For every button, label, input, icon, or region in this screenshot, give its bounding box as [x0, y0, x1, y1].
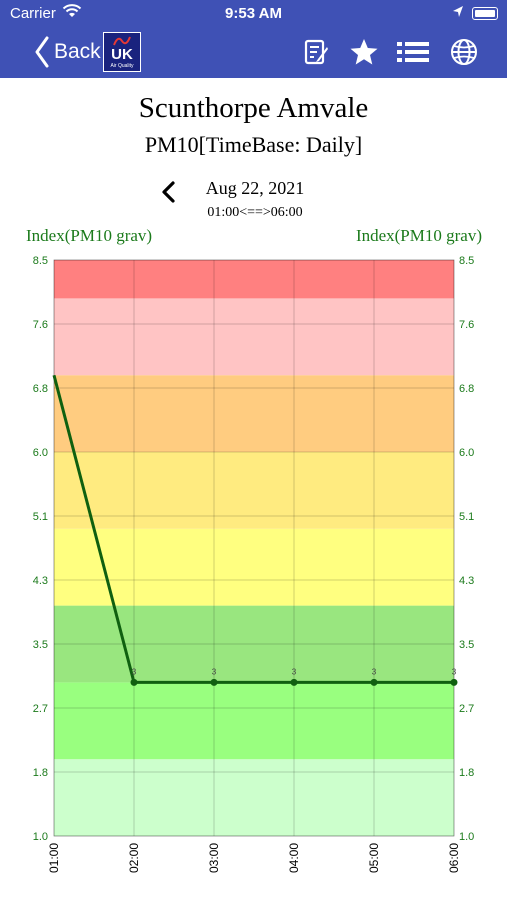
- station-title: Scunthorpe Amvale: [138, 92, 369, 124]
- data-point: [290, 678, 298, 686]
- y-tick-label-right: 4.3: [459, 575, 474, 587]
- y-tick-label-left: 1.8: [33, 767, 48, 779]
- data-point: [210, 678, 218, 686]
- logo-mark-icon: [113, 36, 131, 46]
- y-axis-label-left: Index(PM10 grav): [26, 226, 153, 245]
- band-5: [54, 375, 454, 452]
- y-axis-label-right: Index(PM10 grav): [355, 226, 482, 245]
- location-arrow-icon: [453, 6, 463, 17]
- x-tick-label: 05:00: [367, 843, 381, 873]
- back-button[interactable]: Back: [34, 34, 101, 70]
- data-point: [370, 678, 378, 686]
- wifi-icon: [62, 4, 82, 17]
- band-3: [54, 528, 454, 606]
- y-tick-label-right: 6.8: [459, 383, 474, 395]
- chevron-left-icon: [35, 36, 49, 68]
- y-tick-label-right: 1.8: [459, 767, 474, 779]
- series-line: [52, 374, 454, 684]
- globe-icon[interactable]: [449, 37, 479, 67]
- status-time: 9:53 AM: [225, 5, 282, 22]
- band-2: [54, 605, 454, 683]
- logo-text: UK: [111, 46, 133, 63]
- y-tick-label-left: 8.5: [33, 255, 48, 267]
- y-tick-label-left: 1.0: [33, 831, 48, 843]
- y-tick-label-right: 8.5: [459, 255, 474, 267]
- y-tick-label-left: 2.7: [33, 703, 48, 715]
- y-tick-label-right: 7.6: [459, 319, 474, 331]
- status-bar: Carrier 9:53 AM: [0, 0, 507, 28]
- edit-note-icon[interactable]: [301, 37, 331, 67]
- star-icon[interactable]: [349, 37, 379, 67]
- x-tick-label: 06:00: [447, 843, 461, 873]
- band-6: [54, 298, 454, 376]
- band-4: [54, 452, 454, 529]
- data-label: 3: [212, 667, 217, 676]
- y-tick-label-right: 3.5: [459, 639, 474, 651]
- data-label: 3: [452, 667, 457, 676]
- x-tick-label: 02:00: [127, 843, 141, 873]
- y-tick-label-right: 6.0: [459, 447, 474, 459]
- x-tick-label: 03:00: [207, 843, 221, 873]
- pollutant-subtitle: PM10[TimeBase: Daily]: [144, 132, 363, 157]
- back-label: Back: [54, 40, 101, 63]
- data-point: [130, 678, 138, 686]
- logo-subtext: Air Quality: [110, 63, 134, 69]
- list-icon[interactable]: [396, 37, 430, 67]
- band-0: [54, 759, 454, 836]
- carrier-label: Carrier: [10, 5, 56, 22]
- chevron-left-icon: [162, 181, 175, 203]
- y-tick-label-right: 1.0: [459, 831, 474, 843]
- data-label: 3: [132, 667, 137, 676]
- y-tick-label-left: 3.5: [33, 639, 48, 651]
- selected-date: Aug 22, 2021: [205, 178, 305, 198]
- data-label: 3: [372, 667, 377, 676]
- y-tick-label-left: 5.1: [33, 511, 48, 523]
- plot-frame: [53, 259, 455, 837]
- y-tick-label-right: 2.7: [459, 703, 474, 715]
- app-logo: UK Air Quality: [103, 32, 141, 72]
- y-tick-label-left: 6.0: [33, 447, 48, 459]
- x-tick-label: 04:00: [287, 843, 301, 873]
- band-7: [54, 260, 454, 299]
- nav-bar: Back UK Air Quality: [0, 28, 507, 78]
- battery-icon: [472, 7, 498, 20]
- data-point: [450, 678, 458, 686]
- time-range: 01:00<==>06:00: [207, 205, 303, 220]
- y-tick-label-left: 6.8: [33, 383, 48, 395]
- x-tick-label: 01:00: [47, 843, 61, 873]
- y-tick-label-left: 4.3: [33, 575, 48, 587]
- data-label: 3: [292, 667, 297, 676]
- band-1: [54, 682, 454, 760]
- previous-date-button[interactable]: [158, 180, 180, 204]
- y-tick-label-left: 7.6: [33, 319, 48, 331]
- y-tick-label-right: 5.1: [459, 511, 474, 523]
